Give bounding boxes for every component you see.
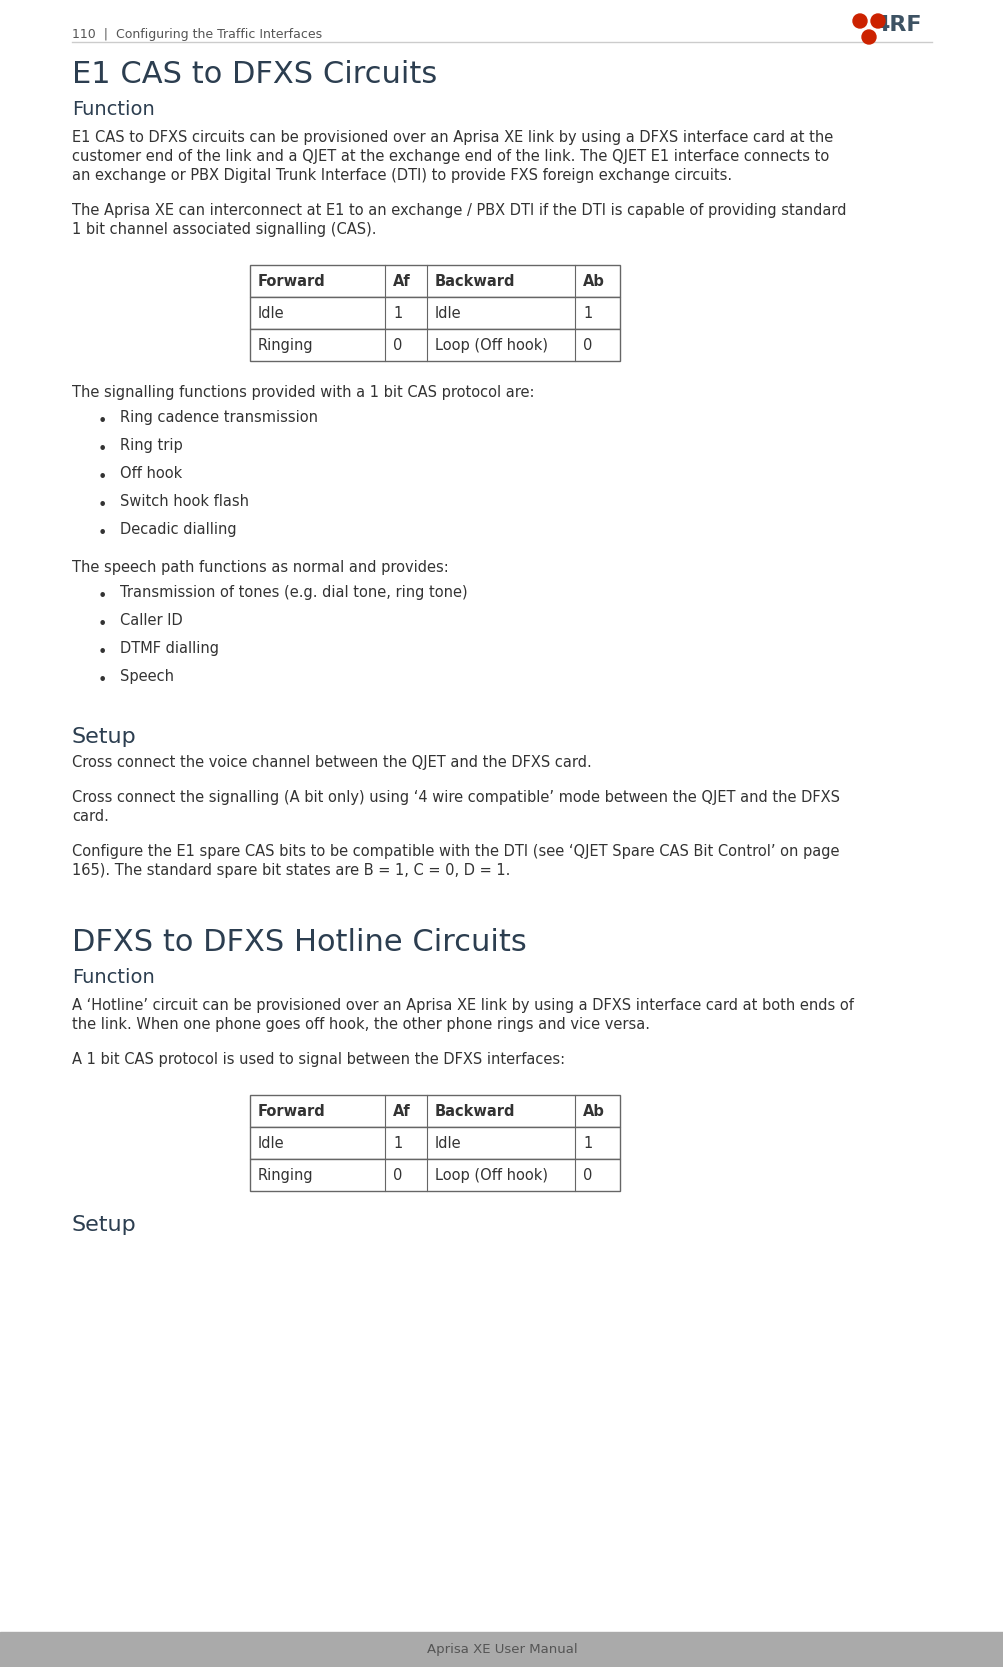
Text: Configure the E1 spare CAS bits to be compatible with the DTI (see ‘QJET Spare C: Configure the E1 spare CAS bits to be co… (72, 844, 839, 859)
Text: 1: 1 (583, 1135, 592, 1150)
Text: •: • (97, 645, 106, 660)
Text: 1: 1 (392, 1135, 402, 1150)
Bar (250, 297, 620, 328)
Text: Function: Function (72, 100, 154, 118)
Bar (250, 1095, 620, 1127)
Text: E1 CAS to DFXS circuits can be provisioned over an Aprisa XE link by using a DFX: E1 CAS to DFXS circuits can be provision… (72, 130, 832, 145)
Text: Af: Af (392, 273, 410, 288)
Text: Loop (Off hook): Loop (Off hook) (434, 337, 548, 352)
Text: Ring cadence transmission: Ring cadence transmission (120, 410, 318, 425)
Circle shape (853, 13, 867, 28)
Text: DFXS to DFXS Hotline Circuits: DFXS to DFXS Hotline Circuits (72, 929, 527, 957)
Text: 110  |  Configuring the Traffic Interfaces: 110 | Configuring the Traffic Interfaces (72, 28, 322, 42)
Text: E1 CAS to DFXS Circuits: E1 CAS to DFXS Circuits (72, 60, 437, 88)
Text: Ab: Ab (583, 273, 604, 288)
Text: customer end of the link and a QJET at the exchange end of the link. The QJET E1: customer end of the link and a QJET at t… (72, 148, 828, 163)
Text: Idle: Idle (434, 1135, 461, 1150)
Text: •: • (97, 617, 106, 632)
Text: Aprisa XE User Manual: Aprisa XE User Manual (426, 1644, 577, 1655)
Text: Setup: Setup (72, 1215, 136, 1235)
Text: DTMF dialling: DTMF dialling (120, 642, 219, 657)
Text: Cross connect the voice channel between the QJET and the DFXS card.: Cross connect the voice channel between … (72, 755, 591, 770)
Text: Ringing: Ringing (258, 337, 313, 352)
Text: Setup: Setup (72, 727, 136, 747)
Text: 0: 0 (392, 337, 402, 352)
Text: •: • (97, 470, 106, 485)
Text: Backward: Backward (434, 1104, 515, 1119)
Text: Switch hook flash: Switch hook flash (120, 493, 249, 508)
Text: •: • (97, 442, 106, 457)
Text: Caller ID: Caller ID (120, 613, 183, 628)
Text: Transmission of tones (e.g. dial tone, ring tone): Transmission of tones (e.g. dial tone, r… (120, 585, 467, 600)
Text: 1: 1 (583, 305, 592, 320)
Text: Ring trip: Ring trip (120, 438, 183, 453)
Text: The Aprisa XE can interconnect at E1 to an exchange / PBX DTI if the DTI is capa: The Aprisa XE can interconnect at E1 to … (72, 203, 846, 218)
Text: Forward: Forward (258, 1104, 325, 1119)
Text: A ‘Hotline’ circuit can be provisioned over an Aprisa XE link by using a DFXS in: A ‘Hotline’ circuit can be provisioned o… (72, 999, 853, 1014)
Text: 165). The standard spare bit states are B = 1, C = 0, D = 1.: 165). The standard spare bit states are … (72, 864, 510, 879)
Text: Speech: Speech (120, 668, 174, 683)
Text: 0: 0 (583, 337, 592, 352)
Bar (250, 328, 620, 362)
Text: Af: Af (392, 1104, 410, 1119)
Text: •: • (97, 498, 106, 513)
Text: The signalling functions provided with a 1 bit CAS protocol are:: The signalling functions provided with a… (72, 385, 534, 400)
Text: Forward: Forward (258, 273, 325, 288)
Text: The speech path functions as normal and provides:: The speech path functions as normal and … (72, 560, 448, 575)
Text: A 1 bit CAS protocol is used to signal between the DFXS interfaces:: A 1 bit CAS protocol is used to signal b… (72, 1052, 565, 1067)
Bar (250, 265, 620, 297)
Circle shape (871, 13, 884, 28)
Bar (250, 1127, 620, 1159)
Text: 1: 1 (392, 305, 402, 320)
Text: Backward: Backward (434, 273, 515, 288)
Text: Function: Function (72, 969, 154, 987)
Text: Ringing: Ringing (258, 1167, 313, 1182)
Text: the link. When one phone goes off hook, the other phone rings and vice versa.: the link. When one phone goes off hook, … (72, 1017, 649, 1032)
Text: Idle: Idle (258, 1135, 284, 1150)
Text: Cross connect the signalling (A bit only) using ‘4 wire compatible’ mode between: Cross connect the signalling (A bit only… (72, 790, 840, 805)
Text: Idle: Idle (434, 305, 461, 320)
Bar (250, 1159, 620, 1190)
Text: Loop (Off hook): Loop (Off hook) (434, 1167, 548, 1182)
Text: an exchange or PBX Digital Trunk Interface (DTI) to provide FXS foreign exchange: an exchange or PBX Digital Trunk Interfa… (72, 168, 731, 183)
Text: 0: 0 (583, 1167, 592, 1182)
Text: Idle: Idle (258, 305, 284, 320)
Text: •: • (97, 413, 106, 428)
Circle shape (862, 30, 876, 43)
Text: 4RF: 4RF (874, 15, 921, 35)
Text: 1 bit channel associated signalling (CAS).: 1 bit channel associated signalling (CAS… (72, 222, 376, 237)
Text: Decadic dialling: Decadic dialling (120, 522, 237, 537)
Text: •: • (97, 673, 106, 688)
Text: 0: 0 (392, 1167, 402, 1182)
Text: •: • (97, 588, 106, 603)
Text: Off hook: Off hook (120, 467, 183, 482)
Text: Ab: Ab (583, 1104, 604, 1119)
Text: card.: card. (72, 808, 108, 823)
Text: •: • (97, 527, 106, 542)
Bar (0, 1632, 1003, 1667)
